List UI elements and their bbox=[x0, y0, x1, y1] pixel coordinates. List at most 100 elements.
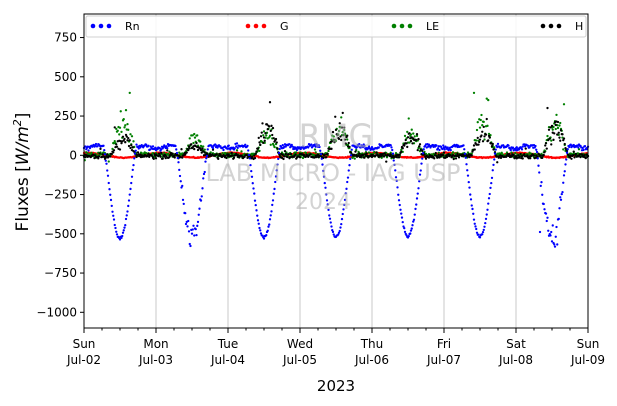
point-Rn bbox=[253, 192, 256, 195]
point-LE bbox=[235, 149, 239, 152]
point-LE bbox=[556, 126, 560, 130]
point-Rn bbox=[277, 151, 281, 155]
point-H bbox=[271, 133, 274, 137]
point-Rn bbox=[472, 218, 476, 221]
point-Rn bbox=[205, 154, 209, 158]
watermark-line3: 2024 bbox=[295, 190, 351, 215]
point-LE bbox=[472, 91, 476, 95]
point-Rn bbox=[489, 186, 492, 190]
point-Rn bbox=[536, 157, 539, 160]
point-Rn bbox=[535, 150, 539, 154]
point-Rn bbox=[538, 171, 541, 174]
x-tick-date: Jul-02 bbox=[66, 353, 101, 367]
point-H bbox=[286, 155, 289, 159]
plot-area bbox=[84, 14, 588, 328]
point-Rn bbox=[469, 193, 472, 196]
point-H bbox=[190, 143, 193, 146]
point-LE bbox=[240, 150, 243, 153]
point-H bbox=[199, 148, 203, 152]
point-Rn bbox=[515, 146, 518, 149]
point-H bbox=[271, 126, 275, 130]
point-H bbox=[470, 154, 473, 157]
point-H bbox=[127, 144, 131, 148]
point-Rn bbox=[554, 235, 557, 238]
point-H bbox=[518, 155, 521, 158]
point-LE bbox=[202, 145, 205, 148]
point-Rn bbox=[559, 198, 563, 201]
point-H bbox=[472, 144, 476, 147]
point-H bbox=[415, 133, 419, 136]
point-Rn bbox=[111, 210, 114, 213]
point-Rn bbox=[103, 148, 106, 152]
point-H bbox=[253, 157, 257, 160]
point-Rn bbox=[253, 199, 257, 202]
point-Rn bbox=[526, 144, 530, 147]
point-Rn bbox=[392, 159, 395, 162]
point-H bbox=[542, 153, 545, 157]
point-H bbox=[227, 153, 230, 156]
point-Rn bbox=[389, 144, 392, 147]
x-tick-day: Mon bbox=[143, 337, 168, 351]
point-H bbox=[478, 138, 482, 141]
point-Rn bbox=[484, 217, 488, 221]
y-tick-label: 250 bbox=[54, 109, 77, 123]
point-Rn bbox=[262, 237, 266, 240]
point-H bbox=[203, 151, 206, 154]
point-Rn bbox=[290, 143, 293, 146]
point-LE bbox=[113, 140, 116, 143]
point-LE bbox=[209, 151, 212, 154]
point-H bbox=[274, 137, 278, 141]
point-Rn bbox=[329, 221, 332, 224]
point-H bbox=[365, 152, 368, 155]
point-LE bbox=[415, 134, 419, 138]
point-Rn bbox=[112, 214, 115, 217]
point-H bbox=[101, 153, 104, 156]
point-Rn bbox=[322, 169, 325, 173]
legend-marker bbox=[407, 23, 413, 29]
point-H bbox=[97, 157, 100, 160]
point-LE bbox=[273, 145, 276, 149]
point-H bbox=[165, 155, 168, 158]
point-Rn bbox=[235, 142, 239, 145]
point-H bbox=[349, 151, 353, 154]
point-H bbox=[266, 128, 269, 131]
point-H bbox=[355, 153, 358, 157]
point-Rn bbox=[342, 208, 345, 211]
point-Rn bbox=[481, 233, 484, 236]
point-H bbox=[231, 154, 234, 157]
y-tick-label: −1000 bbox=[36, 305, 77, 319]
point-Rn bbox=[114, 226, 117, 230]
point-Rn bbox=[147, 144, 150, 147]
point-LE bbox=[191, 134, 194, 137]
point-Rn bbox=[490, 176, 494, 179]
point-Rn bbox=[108, 188, 111, 191]
point-H bbox=[309, 153, 312, 156]
point-H bbox=[225, 156, 228, 160]
point-H bbox=[477, 143, 480, 146]
point-Rn bbox=[395, 179, 398, 182]
point-H bbox=[159, 155, 162, 158]
point-Rn bbox=[466, 169, 469, 172]
point-LE bbox=[192, 141, 195, 145]
point-Rn bbox=[537, 164, 540, 167]
point-LE bbox=[487, 98, 490, 102]
point-Rn bbox=[422, 148, 425, 151]
point-LE bbox=[562, 103, 566, 106]
point-H bbox=[341, 111, 344, 115]
point-Rn bbox=[474, 225, 477, 228]
point-H bbox=[166, 149, 169, 152]
point-Rn bbox=[310, 143, 313, 146]
point-Rn bbox=[397, 199, 401, 202]
point-Rn bbox=[196, 220, 200, 224]
point-Rn bbox=[325, 193, 328, 196]
point-H bbox=[404, 138, 407, 142]
point-H bbox=[554, 123, 557, 127]
point-H bbox=[529, 157, 532, 160]
point-LE bbox=[475, 128, 479, 132]
point-LE bbox=[119, 110, 122, 113]
point-Rn bbox=[507, 144, 510, 147]
point-Rn bbox=[484, 221, 487, 225]
point-Rn bbox=[540, 181, 543, 184]
point-H bbox=[262, 136, 266, 139]
